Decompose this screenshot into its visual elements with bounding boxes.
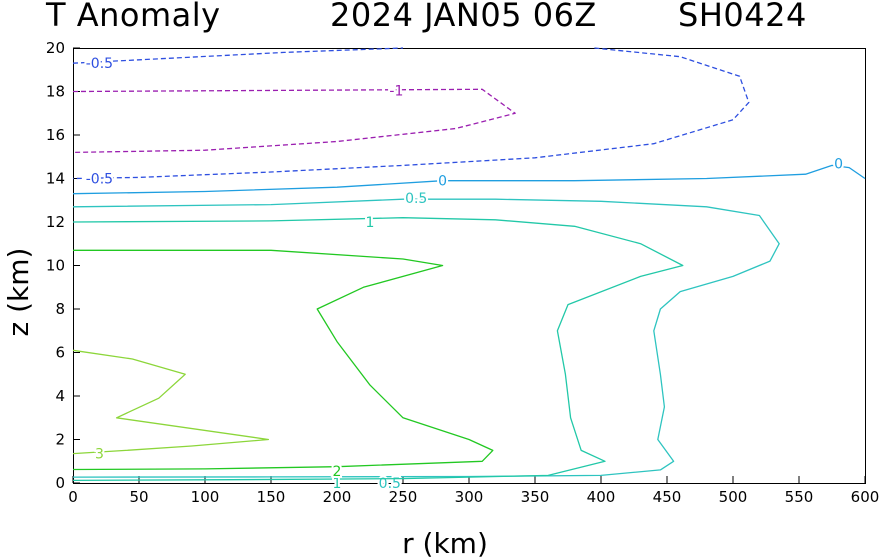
y-tick-label: 18 — [46, 83, 65, 101]
y-tick-label: 16 — [46, 126, 65, 144]
contour-line-2 — [72, 249, 494, 471]
contour-line--0.5 — [72, 47, 750, 180]
x-tick-label: 300 — [455, 488, 484, 506]
axis-ticks: 0 50 100 150 200 250 300 350 400 450 500 550 6000246… — [46, 39, 879, 506]
contour-label: -1 — [389, 83, 403, 99]
plot-frame — [73, 48, 866, 484]
contour-label: 3 — [95, 447, 104, 463]
x-tick-label: 250 — [389, 488, 418, 506]
contour-line--0.5 — [72, 47, 404, 64]
contour-label: 2 — [333, 464, 342, 480]
chart-title: T Anomaly — [46, 0, 221, 34]
contour-line-0.5 — [72, 198, 780, 478]
contour-line-1 — [72, 217, 684, 482]
contour-line--1 — [72, 88, 516, 154]
contour-label: 1 — [333, 476, 342, 492]
y-tick-label: 4 — [55, 387, 65, 405]
contour-label: 0 — [438, 174, 447, 190]
x-tick-label: 450 — [653, 488, 682, 506]
y-tick-label: 14 — [46, 170, 65, 188]
x-tick-label: 150 — [257, 488, 286, 506]
x-tick-label: 600 — [851, 488, 879, 506]
contour-label: 1 — [366, 215, 375, 231]
x-tick-label: 50 — [129, 488, 148, 506]
contour-line-3 — [72, 349, 270, 455]
x-tick-label: 0 — [68, 488, 78, 506]
y-axis-title: z (km) — [2, 248, 35, 337]
contour-label: -0.5 — [86, 172, 113, 188]
chart-storm-id: SH0424 — [678, 0, 807, 34]
y-tick-label: 12 — [46, 213, 65, 231]
x-tick-label: 100 — [191, 488, 220, 506]
y-tick-label: 0 — [55, 474, 65, 492]
y-tick-label: 6 — [55, 344, 65, 362]
x-tick-label: 350 — [521, 488, 550, 506]
x-axis-title: r (km) — [402, 527, 488, 559]
contour-label: 0 — [834, 156, 843, 172]
y-tick-label: 10 — [46, 257, 65, 275]
x-tick-label: 400 — [587, 488, 616, 506]
y-tick-label: 20 — [46, 39, 65, 57]
contour-line-0 — [72, 164, 866, 195]
x-tick-label: 500 — [719, 488, 748, 506]
chart-datetime: 2024 JAN05 06Z — [330, 0, 597, 34]
y-tick-label: 2 — [55, 431, 65, 449]
x-tick-label: 550 — [785, 488, 814, 506]
x-tick-label: 200 — [323, 488, 352, 506]
contour-label: 0.5 — [405, 191, 427, 207]
y-tick-label: 8 — [55, 300, 65, 318]
contour-label: -0.5 — [86, 56, 113, 72]
